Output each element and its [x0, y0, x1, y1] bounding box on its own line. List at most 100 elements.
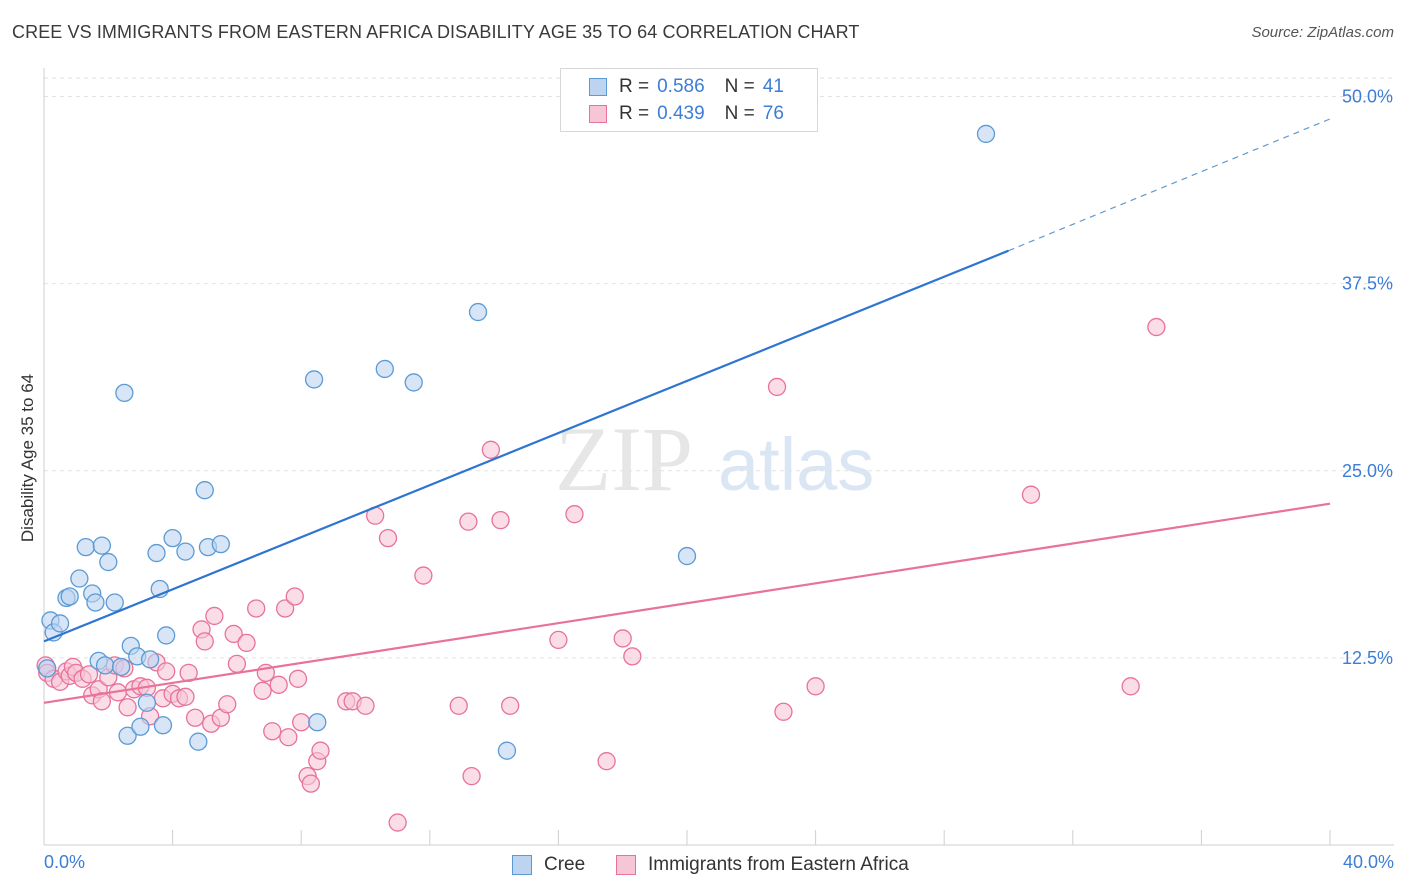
- x-tick-label-min: 0.0%: [44, 852, 86, 872]
- legend-r-label: R =: [619, 103, 650, 124]
- point-cree: [308, 713, 327, 732]
- point-immigrants: [311, 741, 330, 760]
- point-immigrants: [253, 681, 272, 700]
- point-cree: [50, 614, 70, 633]
- trend-line-cree-extension: [1008, 118, 1331, 252]
- point-immigrants: [597, 752, 616, 771]
- point-cree: [375, 359, 394, 379]
- point-immigrants: [285, 587, 304, 606]
- point-immigrants: [1121, 677, 1140, 696]
- point-immigrants: [462, 766, 481, 786]
- point-cree: [176, 542, 195, 561]
- chart-title: CREE VS IMMIGRANTS FROM EASTERN AFRICA D…: [12, 22, 860, 42]
- point-immigrants: [613, 629, 632, 648]
- point-immigrants: [491, 511, 510, 530]
- point-cree: [112, 657, 131, 677]
- point-cree: [677, 546, 697, 566]
- point-cree: [95, 656, 115, 675]
- point-immigrants: [414, 566, 433, 585]
- point-immigrants: [185, 708, 205, 727]
- point-cree: [211, 534, 230, 554]
- point-cree: [404, 373, 423, 392]
- point-immigrants: [195, 632, 214, 651]
- point-cree: [105, 593, 124, 612]
- legend-r-label: R =: [619, 76, 650, 97]
- point-cree: [140, 650, 160, 669]
- point-immigrants: [388, 813, 407, 832]
- point-cree: [118, 726, 137, 745]
- legend-swatch-immigrants: [616, 855, 636, 875]
- watermark: ZIP atlas: [555, 408, 874, 510]
- point-cree: [304, 370, 324, 389]
- point-immigrants: [269, 675, 288, 694]
- point-cree: [147, 543, 166, 563]
- y-tick-label: 37.5%: [1342, 274, 1393, 294]
- legend-n-label: N =: [724, 76, 755, 97]
- series-legend-label-cree: Cree: [544, 854, 586, 875]
- point-immigrants: [1021, 485, 1041, 504]
- point-immigrants: [565, 505, 584, 524]
- point-cree: [157, 626, 176, 645]
- point-cree: [153, 716, 173, 735]
- point-immigrants: [774, 702, 793, 721]
- point-immigrants: [767, 377, 787, 397]
- point-cree: [115, 383, 134, 403]
- point-cree: [86, 593, 105, 612]
- legend-row-cree: R = 0.586 N = 41: [589, 74, 784, 100]
- point-immigrants: [623, 647, 642, 666]
- legend-n-value-cree: 41: [762, 76, 784, 97]
- legend-n-label: N =: [724, 103, 755, 124]
- watermark-zip: ZIP: [555, 408, 693, 510]
- y-tick-label: 25.0%: [1342, 461, 1393, 481]
- point-immigrants: [224, 624, 243, 644]
- y-tick-labels: 12.5% 25.0% 37.5% 50.0%: [1342, 87, 1393, 668]
- point-immigrants: [356, 696, 375, 715]
- point-cree: [92, 536, 112, 555]
- point-cree: [137, 693, 157, 712]
- point-immigrants: [118, 698, 137, 717]
- series-immigrants-points: [36, 317, 1166, 832]
- stats-legend: R = 0.586 N = 41 R = 0.439 N = 76: [560, 68, 818, 132]
- point-cree: [76, 537, 95, 557]
- series-legend-cree: Cree: [512, 852, 585, 878]
- point-immigrants: [501, 696, 520, 715]
- point-immigrants: [275, 599, 295, 618]
- point-immigrants: [292, 713, 311, 732]
- point-immigrants: [279, 728, 298, 747]
- point-cree: [131, 717, 150, 736]
- point-immigrants: [449, 696, 468, 715]
- point-immigrants: [205, 606, 224, 626]
- point-immigrants: [79, 665, 99, 684]
- point-immigrants: [218, 695, 237, 714]
- y-tick-label: 50.0%: [1342, 87, 1393, 107]
- point-cree: [60, 587, 79, 606]
- point-immigrants: [176, 687, 195, 706]
- point-cree: [99, 552, 118, 572]
- legend-n-value-immigrants: 76: [762, 103, 784, 124]
- point-immigrants: [237, 633, 256, 653]
- point-immigrants: [247, 599, 266, 618]
- point-cree: [70, 569, 89, 588]
- chart-source: Source: ZipAtlas.com: [1251, 24, 1394, 41]
- point-cree: [468, 302, 488, 322]
- point-immigrants: [301, 774, 320, 793]
- point-cree: [163, 528, 182, 548]
- series-cree-points: [38, 124, 996, 760]
- watermark-atlas: atlas: [718, 423, 874, 506]
- point-immigrants: [263, 722, 282, 741]
- legend-r-value-cree: 0.586: [657, 76, 705, 97]
- point-cree: [38, 659, 57, 678]
- point-immigrants: [459, 512, 478, 531]
- point-immigrants: [378, 528, 398, 548]
- point-immigrants: [549, 630, 568, 650]
- point-immigrants: [1147, 317, 1166, 337]
- trend-line-cree: [43, 249, 1009, 643]
- point-cree: [976, 124, 996, 144]
- legend-swatch-cree: [589, 78, 607, 96]
- point-cree: [195, 481, 214, 500]
- legend-swatch-immigrants: [589, 105, 607, 123]
- axes: [43, 68, 1394, 846]
- point-immigrants: [227, 654, 247, 674]
- y-tick-label: 12.5%: [1342, 648, 1393, 668]
